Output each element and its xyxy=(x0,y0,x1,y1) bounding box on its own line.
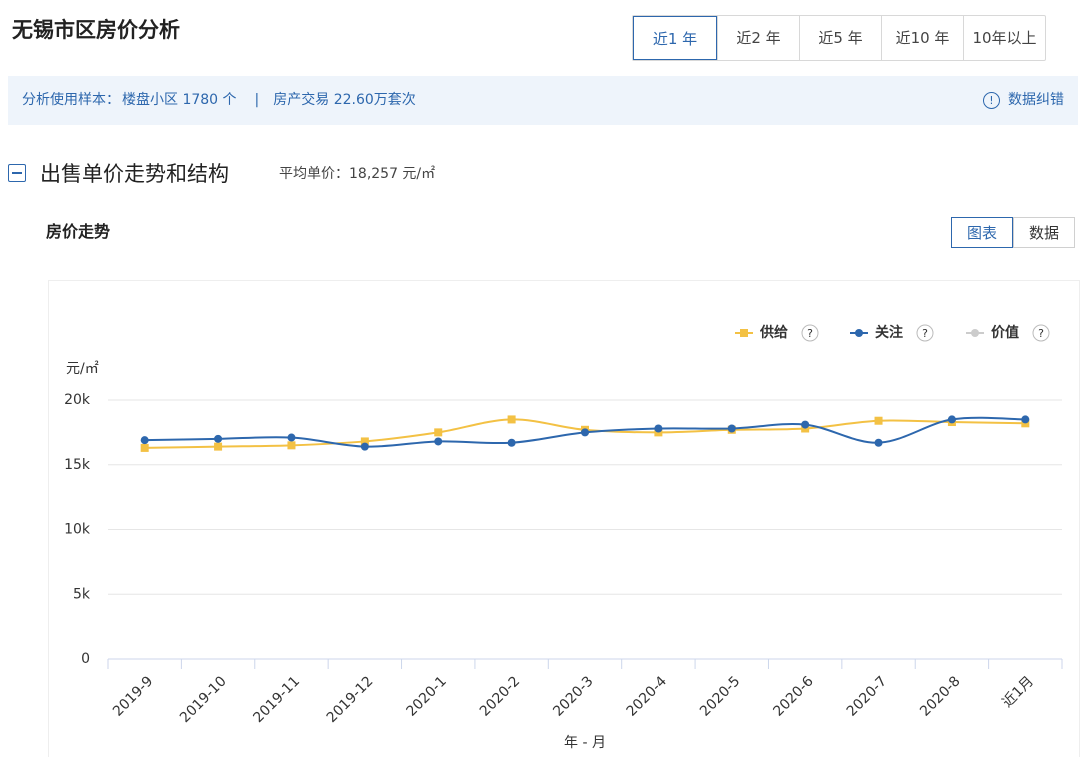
x-tick-label: 2019-12 xyxy=(324,673,377,726)
legend-label[interactable]: 供给 xyxy=(759,324,788,341)
point xyxy=(801,420,810,429)
help-icon-text: ? xyxy=(922,327,928,340)
y-tick-label: 0 xyxy=(81,651,90,667)
legend-label[interactable]: 关注 xyxy=(875,324,903,341)
point xyxy=(507,438,516,447)
x-tick-label: 2019-11 xyxy=(250,673,303,726)
point xyxy=(434,437,443,446)
point xyxy=(140,443,149,452)
view-button[interactable]: 数据 xyxy=(1013,217,1075,248)
view-button[interactable]: 图表 xyxy=(951,217,1013,248)
point xyxy=(874,416,883,425)
view-toggle: 图表 数据 xyxy=(951,217,1075,248)
x-axis-label: 年 - 月 xyxy=(564,735,606,751)
x-tick-label: 2020-7 xyxy=(844,673,890,719)
point xyxy=(140,436,149,445)
legend-label[interactable]: 价值 xyxy=(991,324,1019,341)
point xyxy=(287,433,296,442)
point xyxy=(727,424,736,433)
x-tick-label: 2020-6 xyxy=(770,673,816,719)
x-tick-label: 2020-1 xyxy=(404,673,450,719)
subsection-title: 房价走势 xyxy=(46,222,111,241)
avg-value: 18,257 元/㎡ xyxy=(349,166,436,182)
help-icon xyxy=(1032,324,1050,342)
x-tick-label: 2019-9 xyxy=(110,673,156,719)
point xyxy=(947,415,956,424)
x-tick-label: 2019-10 xyxy=(177,673,230,726)
separator: | xyxy=(254,92,260,108)
x-tick-label: 2020-5 xyxy=(697,673,743,719)
y-tick-label: 5k xyxy=(73,586,91,602)
point xyxy=(214,434,223,443)
range-tab[interactable]: 10年以上 xyxy=(963,16,1045,60)
y-unit: 元/㎡ xyxy=(66,361,99,377)
point xyxy=(1021,415,1030,424)
section-header: 出售单价走势和结构 平均单价： 18,257 元/㎡ xyxy=(8,158,435,188)
point xyxy=(654,424,663,433)
range-tab[interactable]: 近5 年 xyxy=(799,16,881,60)
feedback-link[interactable]: ! 数据纠错 xyxy=(983,76,1064,125)
info-icon: ! xyxy=(983,91,1000,109)
help-icon xyxy=(916,324,934,342)
page-title: 无锡市区房价分析 xyxy=(12,18,180,42)
help-icon-text: ? xyxy=(807,327,813,340)
point xyxy=(214,442,223,451)
point xyxy=(360,442,369,451)
y-tick-label: 10k xyxy=(64,522,91,538)
legend-marker xyxy=(855,329,863,337)
point xyxy=(581,428,589,437)
legend-marker xyxy=(740,329,748,337)
x-tick-label: 近1月 xyxy=(1000,673,1037,710)
sample-communities: 楼盘小区 1780 个 xyxy=(122,92,237,108)
point xyxy=(434,428,443,437)
range-tab[interactable]: 近10 年 xyxy=(881,16,963,60)
y-tick-label: 20k xyxy=(64,392,91,408)
range-tab[interactable]: 近2 年 xyxy=(717,16,799,60)
y-tick-label: 15k xyxy=(64,457,91,473)
help-icon-text: ? xyxy=(1038,327,1044,340)
point xyxy=(360,437,369,446)
point xyxy=(874,438,883,447)
range-tab[interactable]: 近1 年 xyxy=(633,16,717,60)
collapse-icon[interactable] xyxy=(8,164,26,182)
avg-label: 平均单价： xyxy=(279,166,349,182)
x-tick-label: 2020-4 xyxy=(624,673,670,719)
legend-marker xyxy=(971,329,979,337)
sample-bar: 分析使用样本： 楼盘小区 1780 个 | 房产交易 22.60万套次 ! 数据纠错 xyxy=(8,76,1078,125)
feedback-text[interactable]: 数据纠错 xyxy=(1008,92,1064,108)
x-tick-label: 2020-8 xyxy=(917,673,963,719)
point xyxy=(507,415,516,424)
x-tick-label: 2020-2 xyxy=(477,673,523,719)
help-icon xyxy=(801,324,819,342)
section-title: 出售单价走势和结构 xyxy=(40,162,229,186)
point xyxy=(287,441,296,450)
range-tabs: 近1 年近2 年近5 年近10 年 10年以上 xyxy=(632,15,1046,61)
x-tick-label: 2020-3 xyxy=(550,673,596,719)
sample-transactions: 房产交易 22.60万套次 xyxy=(273,92,416,108)
sample-label: 分析使用样本： xyxy=(22,92,120,108)
